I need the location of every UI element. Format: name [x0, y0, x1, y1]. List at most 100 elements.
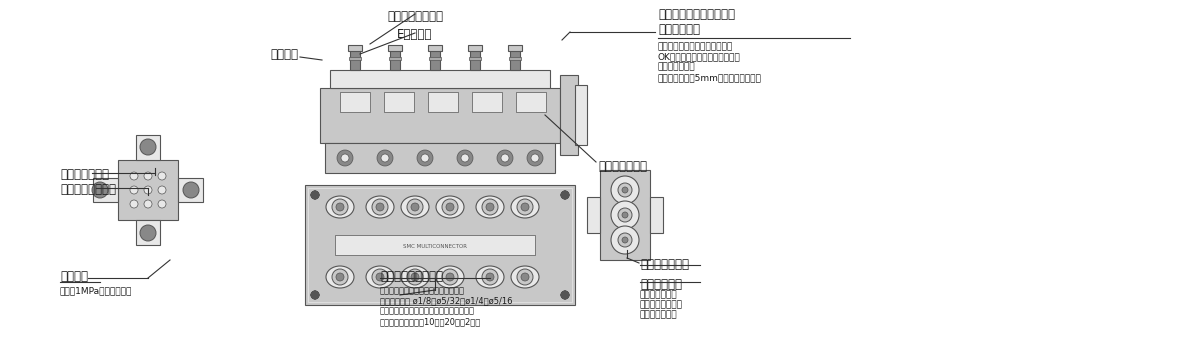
Circle shape — [622, 187, 628, 193]
Ellipse shape — [512, 196, 539, 218]
Circle shape — [521, 273, 530, 281]
Circle shape — [561, 291, 569, 299]
Circle shape — [531, 154, 539, 162]
Bar — [137, 220, 161, 245]
Circle shape — [373, 199, 388, 215]
Circle shape — [407, 269, 423, 285]
Bar — [430, 48, 440, 70]
Bar — [349, 57, 361, 60]
Circle shape — [92, 182, 108, 198]
Bar — [428, 45, 442, 51]
Ellipse shape — [401, 266, 429, 288]
Circle shape — [561, 191, 569, 199]
Circle shape — [442, 199, 458, 215]
Circle shape — [140, 225, 156, 241]
Circle shape — [131, 172, 138, 180]
Bar — [305, 185, 575, 305]
Circle shape — [561, 291, 569, 299]
Ellipse shape — [436, 196, 464, 218]
Circle shape — [144, 186, 152, 194]
Bar — [388, 45, 403, 51]
Circle shape — [376, 273, 385, 281]
Circle shape — [311, 191, 319, 199]
Text: 適用チューブサイズのミックスが可能
インチサイズ ø1/8、ø5/32、ø1/4、ø5/16
銅系不可仕様（無電解ニッケルめっき付）
接続チューブ本数は10本と: 適用チューブサイズのミックスが可能 インチサイズ ø1/8、ø5/32、ø1/4… — [380, 286, 513, 326]
Text: パネル取付用ブラケット
（標準装備）: パネル取付用ブラケット （標準装備） — [658, 8, 736, 36]
Circle shape — [501, 154, 509, 162]
Bar — [575, 85, 587, 145]
Circle shape — [183, 182, 199, 198]
Circle shape — [335, 203, 344, 211]
Circle shape — [482, 269, 498, 285]
Bar — [587, 197, 600, 233]
Bar — [385, 92, 415, 112]
Ellipse shape — [512, 266, 539, 288]
Bar — [350, 48, 361, 70]
Ellipse shape — [436, 266, 464, 288]
Bar — [325, 143, 555, 173]
Circle shape — [611, 176, 639, 204]
Circle shape — [311, 291, 319, 299]
Circle shape — [527, 150, 543, 166]
Bar — [308, 188, 571, 302]
Text: プレート: プレート — [270, 49, 298, 62]
Ellipse shape — [476, 266, 504, 288]
Circle shape — [337, 150, 353, 166]
Bar — [137, 135, 161, 160]
Bar — [600, 170, 651, 260]
Circle shape — [618, 233, 633, 247]
Bar — [428, 92, 458, 112]
Circle shape — [311, 291, 319, 299]
Circle shape — [332, 199, 347, 215]
Circle shape — [311, 191, 319, 199]
Bar — [651, 197, 662, 233]
Ellipse shape — [476, 196, 504, 218]
Bar — [340, 92, 370, 112]
Circle shape — [311, 191, 319, 199]
Circle shape — [381, 154, 389, 162]
Circle shape — [144, 172, 152, 180]
Text: パッキン: パッキン — [60, 270, 87, 283]
Circle shape — [561, 191, 569, 199]
Bar — [508, 45, 522, 51]
Circle shape — [561, 291, 569, 299]
Circle shape — [618, 183, 633, 197]
Circle shape — [622, 237, 628, 243]
Text: ソケットコネクタ: ソケットコネクタ — [60, 183, 116, 196]
Circle shape — [311, 291, 319, 299]
Circle shape — [461, 154, 468, 162]
Circle shape — [482, 199, 498, 215]
Circle shape — [311, 191, 319, 199]
Circle shape — [456, 150, 473, 166]
Circle shape — [311, 291, 319, 299]
Bar — [472, 92, 502, 112]
Text: カン合用凹凸に
より、所定位置で
の接続が可能。: カン合用凹凸に より、所定位置で の接続が可能。 — [640, 290, 683, 320]
Bar — [93, 178, 117, 202]
Circle shape — [561, 191, 569, 199]
Circle shape — [376, 203, 385, 211]
Circle shape — [420, 154, 429, 162]
Circle shape — [311, 291, 319, 299]
Circle shape — [158, 200, 167, 208]
Bar — [117, 160, 179, 220]
Bar — [347, 45, 362, 51]
Text: 真空〜1MPaまで使用可能: 真空〜1MPaまで使用可能 — [60, 286, 132, 295]
Text: クランプボルト: クランプボルト — [598, 160, 647, 173]
Text: SMC MULTICONNECTOR: SMC MULTICONNECTOR — [403, 245, 467, 250]
Circle shape — [417, 150, 432, 166]
Circle shape — [158, 186, 167, 194]
Circle shape — [377, 150, 393, 166]
Circle shape — [411, 203, 419, 211]
Circle shape — [332, 269, 347, 285]
Circle shape — [407, 199, 423, 215]
Bar — [320, 88, 559, 143]
Ellipse shape — [401, 196, 429, 218]
Text: E形止め輪: E形止め輪 — [398, 28, 432, 41]
Bar — [329, 70, 550, 88]
Circle shape — [144, 200, 152, 208]
Circle shape — [561, 191, 569, 199]
Circle shape — [618, 208, 633, 222]
Circle shape — [561, 191, 569, 199]
Circle shape — [373, 269, 388, 285]
Circle shape — [611, 201, 639, 229]
Bar — [470, 48, 480, 70]
